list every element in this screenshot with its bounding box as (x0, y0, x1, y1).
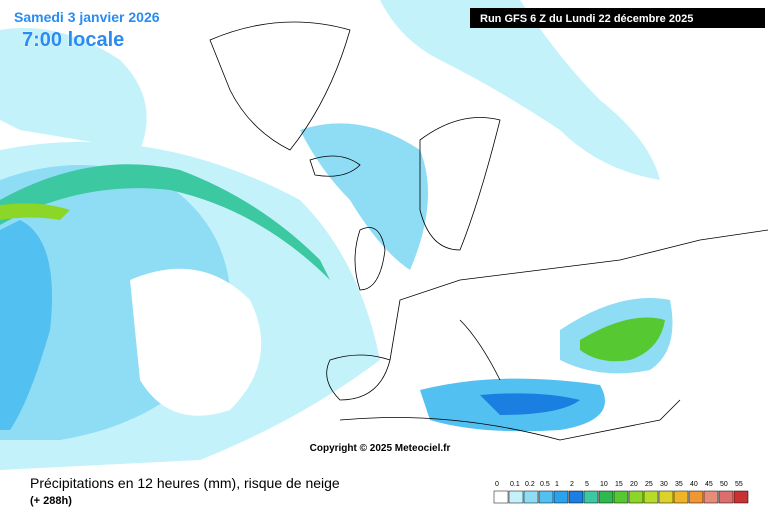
africa-coast (339, 399, 681, 441)
iceland-coast (309, 155, 361, 177)
legend-swatch (703, 490, 719, 504)
legend-label: 45 (705, 481, 713, 488)
legend-swatch (538, 490, 554, 504)
legend-label: 40 (690, 481, 698, 488)
footer-lead: (+ 288h) (30, 495, 72, 507)
legend-swatch (688, 490, 704, 504)
legend-label: 2 (570, 481, 574, 488)
precip-area (0, 220, 52, 430)
legend-swatch (493, 490, 509, 504)
map: Copyright © 2025 Meteociel.fr (0, 0, 768, 470)
run-box (470, 8, 765, 28)
legend-swatch (598, 490, 614, 504)
legend-swatch (643, 490, 659, 504)
legend-label: 35 (675, 481, 683, 488)
precip-area (0, 28, 147, 150)
legend-swatch (718, 490, 734, 504)
legend-label: 0.2 (525, 481, 535, 488)
precip-area (0, 164, 330, 280)
legend-swatch (658, 490, 674, 504)
greenland-coast (209, 21, 351, 151)
date: Samedi 3 janvier 2026 (14, 9, 160, 25)
footer-title: Précipitations en 12 heures (mm), risque… (30, 475, 340, 491)
legend-swatch (568, 490, 584, 504)
legend-label: 0.1 (510, 481, 520, 488)
run: Run GFS 6 Z du Lundi 22 décembre 2025 (480, 13, 693, 25)
legend-label: 0.5 (540, 481, 550, 488)
legend-label: 1 (555, 481, 559, 488)
time: 7:00 locale (22, 29, 124, 51)
scandinavia-coast (419, 117, 501, 251)
legend-label: 15 (615, 481, 623, 488)
legend-label: 0 (495, 481, 499, 488)
legend-swatch (733, 490, 749, 504)
precip-area (0, 203, 70, 220)
legend-label: 20 (630, 481, 638, 488)
britain-coast (354, 227, 386, 291)
legend-label: 50 (720, 481, 728, 488)
legend-swatch (673, 490, 689, 504)
iberia-coast (326, 354, 391, 401)
precip-area (300, 123, 428, 270)
legend-label: 30 (660, 481, 668, 488)
legend-swatch (628, 490, 644, 504)
legend-label: 5 (585, 481, 589, 488)
legend-label: 55 (735, 481, 743, 488)
precip-area (380, 0, 660, 180)
legend: 0 0.1 0.2 0.5 1 2 5 10 15 20 25 30 35 40 45 50 55 (493, 481, 749, 504)
copyright: Copyright © 2025 Meteociel.fr (310, 443, 451, 454)
precip-area (580, 317, 665, 362)
precip-area (130, 268, 262, 416)
europe-coast (389, 229, 768, 361)
legend-swatch (583, 490, 599, 504)
legend-swatch (553, 490, 569, 504)
legend-label: 25 (645, 481, 653, 488)
legend-label: 10 (600, 481, 608, 488)
legend-swatch (613, 490, 629, 504)
precip-area (480, 393, 580, 415)
legend-swatch (523, 490, 539, 504)
legend-swatch (508, 490, 524, 504)
italy-coast (459, 319, 501, 381)
